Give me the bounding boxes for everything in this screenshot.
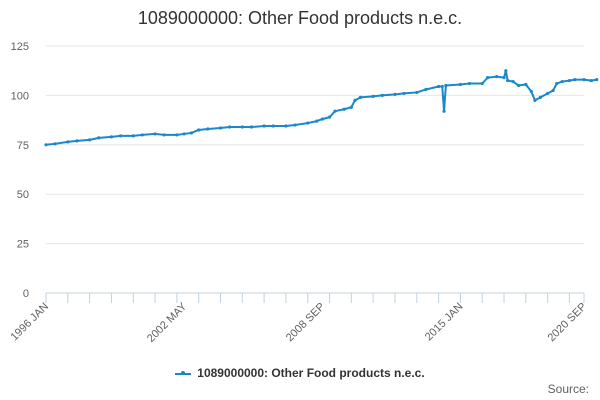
data-point[interactable] xyxy=(504,69,508,73)
y-tick-labels: 0 25 50 75 100 125 xyxy=(11,41,29,300)
data-point[interactable] xyxy=(66,140,70,144)
data-point[interactable] xyxy=(249,125,253,129)
data-point[interactable] xyxy=(436,84,441,89)
data-point[interactable] xyxy=(424,87,428,92)
data-point[interactable] xyxy=(271,124,275,128)
y-tick-label: 75 xyxy=(17,140,29,152)
data-point[interactable] xyxy=(175,133,179,137)
data-point[interactable] xyxy=(189,131,194,135)
data-point[interactable] xyxy=(480,81,484,86)
x-tick-label: 2002 MAY xyxy=(145,300,190,345)
data-point[interactable] xyxy=(582,77,586,82)
data-point[interactable] xyxy=(415,90,419,95)
data-point[interactable] xyxy=(97,136,101,140)
data-point[interactable] xyxy=(402,91,406,96)
data-point[interactable] xyxy=(315,119,319,123)
legend-series-marker-icon xyxy=(175,370,192,375)
data-point[interactable] xyxy=(486,76,490,80)
data-point[interactable] xyxy=(327,115,332,119)
data-point[interactable] xyxy=(88,138,92,142)
y-tick-label: 0 xyxy=(23,288,29,300)
data-point[interactable] xyxy=(153,132,157,136)
data-point[interactable] xyxy=(589,78,593,83)
data-point[interactable] xyxy=(262,124,266,128)
y-tick-label: 50 xyxy=(17,189,29,201)
data-point[interactable] xyxy=(53,142,57,146)
data-point[interactable] xyxy=(595,77,599,82)
data-point[interactable] xyxy=(502,76,506,80)
source-label[interactable]: Source: xyxy=(547,382,589,396)
data-point[interactable] xyxy=(206,127,210,131)
data-point[interactable] xyxy=(109,135,114,139)
data-point[interactable] xyxy=(567,78,572,83)
data-point[interactable] xyxy=(333,109,337,113)
data-point[interactable] xyxy=(182,132,186,136)
data-point[interactable] xyxy=(538,95,542,99)
data-point[interactable] xyxy=(342,107,346,111)
data-point[interactable] xyxy=(140,133,144,137)
data-point[interactable] xyxy=(371,94,375,98)
legend-series-label: 1089000000: Other Food products n.e.c. xyxy=(197,366,425,380)
data-point[interactable] xyxy=(551,88,555,93)
data-point[interactable] xyxy=(533,98,537,102)
data-point[interactable] xyxy=(358,95,363,99)
data-point[interactable] xyxy=(495,75,499,79)
data-point[interactable] xyxy=(506,78,510,83)
data-point[interactable] xyxy=(524,82,528,87)
data-point[interactable] xyxy=(516,83,521,88)
legend[interactable]: 1089000000: Other Food products n.e.c. xyxy=(0,366,600,380)
y-tick-label: 100 xyxy=(11,90,29,102)
x-tick-label: 2008 SEP xyxy=(284,301,328,345)
gridlines xyxy=(46,45,584,245)
data-point[interactable] xyxy=(458,82,463,87)
data-point[interactable] xyxy=(131,134,135,138)
y-tick-label: 25 xyxy=(17,239,29,251)
x-tick-labels: 1996 JAN 2002 MAY 2008 SEP 2015 JAN 2020 SEP xyxy=(8,300,589,345)
data-point[interactable] xyxy=(440,84,444,89)
data-point[interactable] xyxy=(118,134,123,138)
data-point[interactable] xyxy=(349,105,353,109)
data-point[interactable] xyxy=(197,128,201,132)
data-point[interactable] xyxy=(529,89,533,94)
data-point[interactable] xyxy=(240,125,244,129)
data-point[interactable] xyxy=(227,125,232,129)
data-point[interactable] xyxy=(353,98,357,102)
data-point[interactable] xyxy=(555,81,559,86)
data-point[interactable] xyxy=(162,133,166,137)
data-point[interactable] xyxy=(75,139,79,143)
data-point[interactable] xyxy=(573,77,577,82)
data-point[interactable] xyxy=(306,121,310,125)
y-tick-label: 125 xyxy=(11,41,29,53)
data-point[interactable] xyxy=(444,83,448,88)
data-point[interactable] xyxy=(284,124,288,128)
data-point[interactable] xyxy=(560,79,564,84)
x-tick-label: 2015 JAN xyxy=(423,301,466,344)
data-point[interactable] xyxy=(511,79,515,84)
data-point[interactable] xyxy=(293,123,297,127)
x-tick-label: 2020 SEP xyxy=(546,301,590,345)
data-point[interactable] xyxy=(442,109,446,113)
data-point[interactable] xyxy=(320,117,324,121)
data-point[interactable] xyxy=(44,143,48,147)
data-point[interactable] xyxy=(546,91,550,96)
chart-title: 1089000000: Other Food products n.e.c. xyxy=(137,8,463,28)
x-axis xyxy=(45,292,585,303)
data-point[interactable] xyxy=(380,93,384,97)
data-point[interactable] xyxy=(218,126,223,130)
data-series xyxy=(44,69,599,147)
data-point[interactable] xyxy=(393,92,397,97)
x-tick-label: 1996 JAN xyxy=(8,301,51,344)
data-point[interactable] xyxy=(467,81,472,86)
